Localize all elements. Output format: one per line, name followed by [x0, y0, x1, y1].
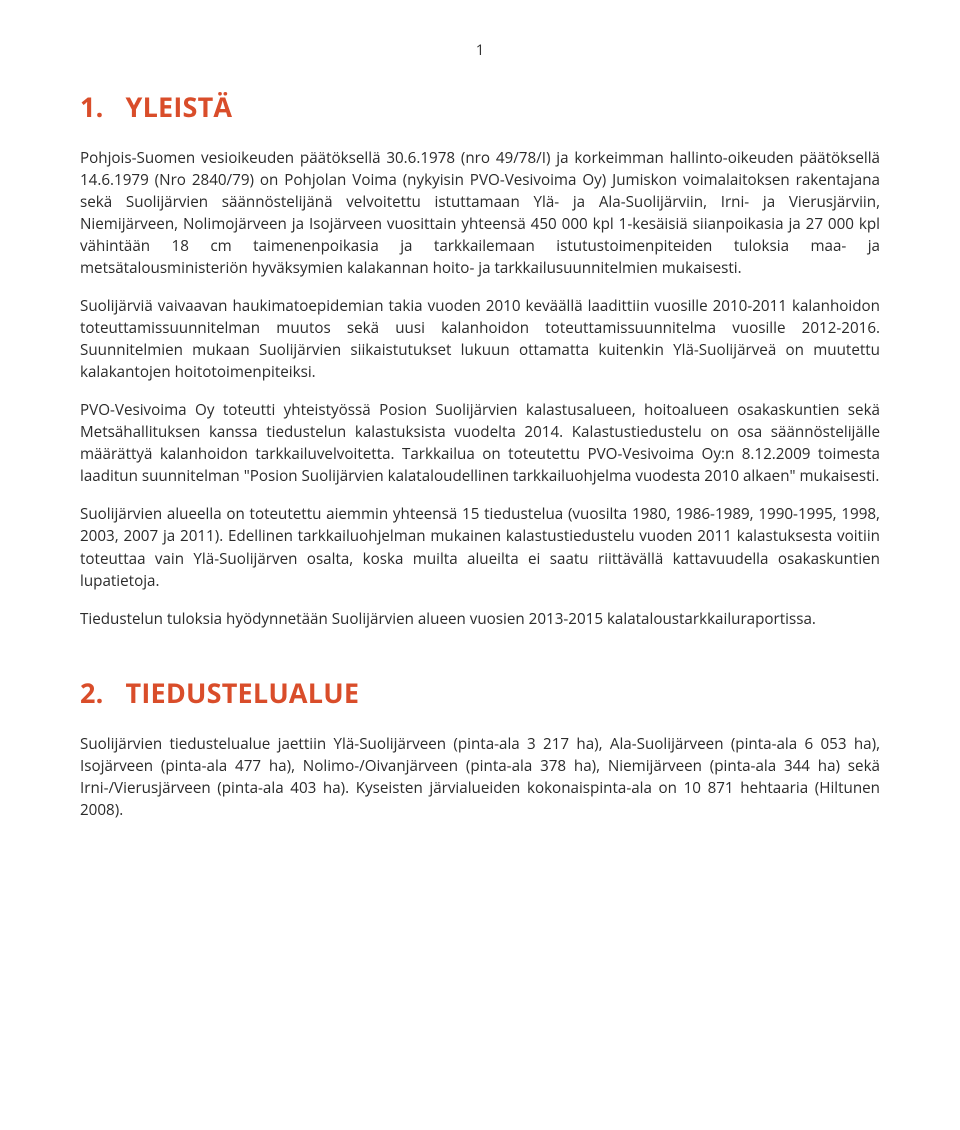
section-2-title: TIEDUSTELUALUE — [126, 674, 360, 711]
section-1-title: YLEISTÄ — [126, 88, 233, 125]
section-1-heading: 1. YLEISTÄ — [80, 88, 880, 125]
section-1-paragraph: Suolijärvien alueella on toteutettu aiem… — [80, 503, 880, 591]
section-1-number: 1. — [80, 88, 104, 125]
document-page: 1 1. YLEISTÄ Pohjois-Suomen vesioikeuden … — [0, 0, 960, 1130]
section-1-paragraph: PVO-Vesivoima Oy toteutti yhteistyössä P… — [80, 399, 880, 487]
section-1-paragraph: Suolijärviä vaivaavan haukimatoepidemian… — [80, 295, 880, 383]
section-2: 2. TIEDUSTELUALUE Suolijärvien tiedustelu… — [80, 674, 880, 821]
page-number: 1 — [80, 40, 880, 60]
section-2-heading: 2. TIEDUSTELUALUE — [80, 674, 880, 711]
section-1-paragraph: Pohjois-Suomen vesioikeuden päätöksellä … — [80, 147, 880, 279]
section-2-paragraph: Suolijärvien tiedustelualue jaettiin Ylä… — [80, 733, 880, 821]
section-1-paragraph: Tiedustelun tuloksia hyödynnetään Suolij… — [80, 608, 880, 630]
section-2-number: 2. — [80, 674, 104, 711]
